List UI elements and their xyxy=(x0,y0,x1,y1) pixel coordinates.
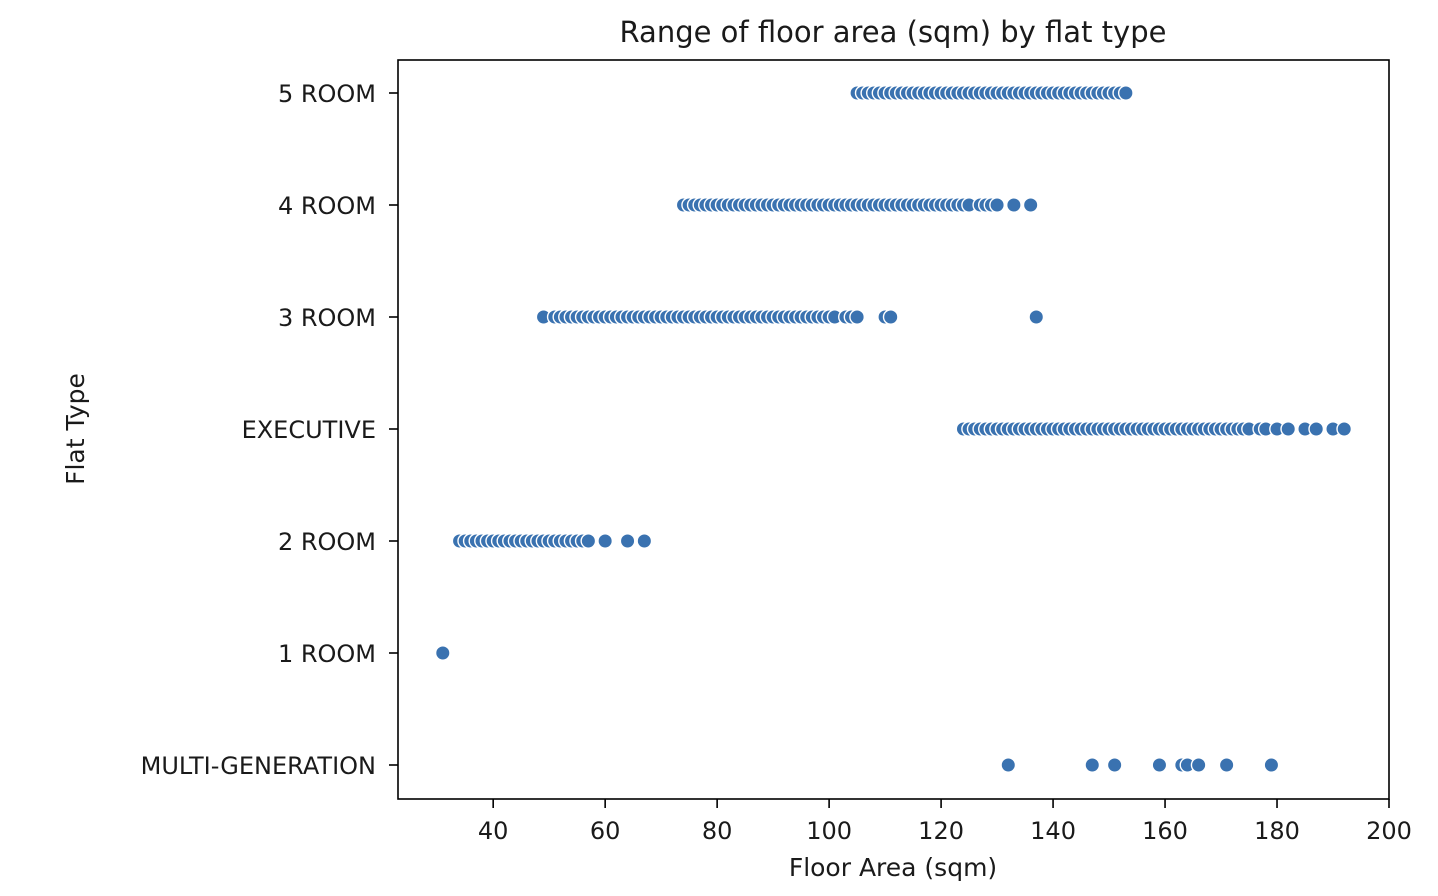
data-point xyxy=(1190,757,1207,773)
data-point xyxy=(434,645,451,661)
y-tick-label: 4 ROOM xyxy=(278,192,376,220)
data-point xyxy=(580,533,597,549)
x-axis-title: Floor Area (sqm) xyxy=(789,853,997,882)
data-point xyxy=(882,309,899,325)
x-tick-label: 200 xyxy=(1366,817,1412,845)
data-point xyxy=(989,197,1005,213)
points-layer xyxy=(434,85,1353,773)
x-tick-label: 60 xyxy=(590,817,621,845)
y-tick-label: 2 ROOM xyxy=(278,528,376,556)
data-point xyxy=(1263,757,1280,773)
y-tick-label: 5 ROOM xyxy=(278,80,376,108)
y-axis: 5 ROOM 4 ROOM 3 ROOM EXECUTIVE 2 ROOM 1 ROOM M… xyxy=(141,80,398,780)
data-point xyxy=(1308,421,1325,437)
x-tick-label: 40 xyxy=(478,817,509,845)
data-point xyxy=(1005,197,1022,213)
x-tick-label: 160 xyxy=(1142,817,1188,845)
y-tick-label: MULTI-GENERATION xyxy=(141,752,376,780)
data-point xyxy=(619,533,636,549)
x-tick-label: 100 xyxy=(806,817,852,845)
y-tick-label: 3 ROOM xyxy=(278,304,376,332)
data-point xyxy=(1106,757,1123,773)
data-point xyxy=(1000,757,1017,773)
y-tick-label: 1 ROOM xyxy=(278,640,376,668)
x-tick-label: 180 xyxy=(1254,817,1300,845)
data-point xyxy=(1151,757,1168,773)
y-axis-title: Flat Type xyxy=(61,373,90,485)
x-tick-label: 80 xyxy=(702,817,733,845)
data-point xyxy=(597,533,614,549)
data-point xyxy=(1022,197,1039,213)
data-point xyxy=(849,309,866,325)
data-point xyxy=(1117,85,1134,101)
x-axis: 40 60 80 100 120 140 160 180 200 xyxy=(478,799,1412,845)
data-point xyxy=(1028,309,1045,325)
chart-title: Range of floor area (sqm) by flat type xyxy=(620,15,1167,49)
data-point xyxy=(1336,421,1353,437)
data-point xyxy=(1084,757,1101,773)
data-point xyxy=(636,533,653,549)
x-tick-label: 120 xyxy=(918,817,964,845)
y-tick-label: EXECUTIVE xyxy=(242,416,376,444)
data-point xyxy=(1218,757,1235,773)
x-tick-label: 140 xyxy=(1030,817,1076,845)
data-point xyxy=(1280,421,1297,437)
